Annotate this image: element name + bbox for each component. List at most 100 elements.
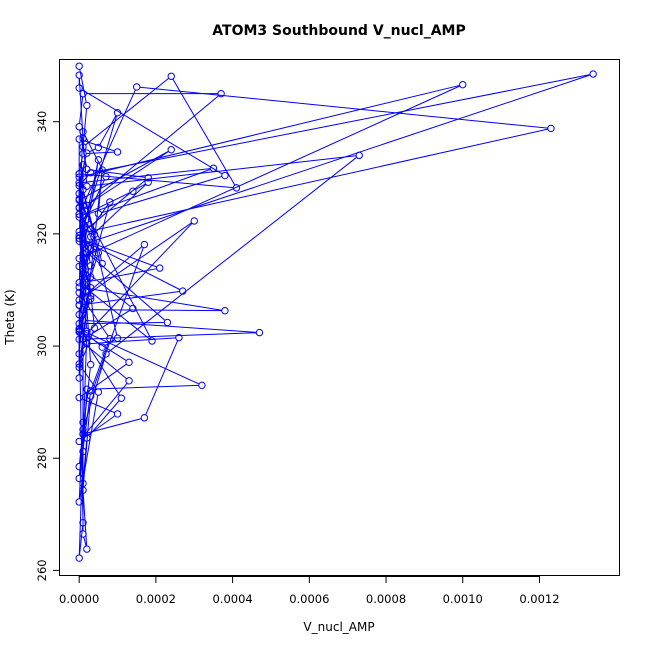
series-line-segment (79, 330, 94, 365)
series-line-segment (93, 74, 591, 173)
data-point (75, 173, 83, 181)
series-line-segment (84, 249, 94, 267)
data-point (75, 554, 83, 562)
data-point (175, 333, 183, 342)
series-line-segment (82, 367, 91, 431)
data-point (86, 232, 95, 241)
data-point (86, 273, 95, 281)
series-line-segment (85, 309, 131, 339)
data-point (75, 203, 83, 212)
data-point (232, 184, 241, 192)
data-point (167, 146, 175, 154)
data-point (79, 149, 87, 158)
series-line-segment (79, 454, 83, 464)
series-line-segment (85, 168, 211, 216)
data-point (79, 128, 87, 136)
data-point (86, 292, 95, 300)
data-point (94, 209, 103, 218)
series-line-segment (79, 432, 84, 464)
chart-title: ATOM3 Southbound V_nucl_AMP (212, 23, 465, 39)
data-point (75, 179, 83, 187)
data-point (75, 254, 83, 263)
data-point (94, 388, 103, 396)
data-point (113, 410, 122, 418)
x-tick-label: 0.0000 (59, 592, 99, 606)
series-line-segment (79, 156, 83, 171)
series-line-segment (82, 228, 95, 325)
data-point (221, 307, 229, 315)
data-point (79, 221, 87, 229)
data-point (144, 174, 152, 182)
data-point (75, 363, 83, 372)
series-line-segment (88, 335, 101, 346)
data-point (79, 202, 87, 210)
series-line-segment (82, 84, 460, 177)
data-point (98, 166, 106, 174)
x-axis-label: V_nucl_AMP (303, 620, 374, 634)
data-point (547, 124, 555, 133)
y-tick-label: 280 (35, 447, 49, 469)
data-point (113, 334, 122, 342)
series-line-segment (91, 255, 98, 275)
data-point (83, 339, 91, 347)
x-tick-label: 0.0002 (136, 592, 176, 606)
data-point (140, 414, 149, 422)
data-point (86, 225, 95, 233)
data-point (83, 330, 91, 338)
data-point (75, 310, 83, 319)
data-point (94, 156, 103, 164)
series-line-segment (83, 356, 106, 427)
x-axis: 0.0000 0.0002 0.0004 0.0006 0.0008 0.0010 0.00… (59, 576, 560, 606)
data-point (79, 270, 87, 278)
series-line-segment (81, 246, 143, 299)
data-point (86, 295, 95, 303)
data-point (75, 498, 83, 506)
data-point (102, 172, 110, 181)
data-point (75, 234, 83, 243)
data-point (79, 447, 87, 456)
data-point (98, 259, 106, 268)
series-line-segment (86, 151, 115, 155)
data-point (75, 123, 83, 131)
series-line-segment (80, 295, 109, 337)
x-tick-label: 0.0010 (443, 592, 483, 606)
series-line-segment (108, 156, 357, 353)
data-point (156, 264, 164, 272)
data-point (90, 230, 99, 239)
series-line-segment (81, 398, 115, 414)
series-line-segment (88, 345, 121, 396)
data-point (113, 109, 122, 117)
data-point (79, 530, 87, 538)
data-point (79, 89, 87, 98)
data-point (75, 62, 83, 70)
data-point (75, 181, 83, 190)
data-point (79, 278, 87, 287)
y-tick-label: 340 (35, 111, 49, 133)
x-tick-label: 0.0004 (212, 592, 252, 606)
data-point (255, 328, 264, 337)
series-line-segment (81, 363, 127, 397)
series-line-segment (82, 173, 234, 189)
data-point (90, 243, 99, 251)
y-axis-label: Theta (K) (3, 289, 17, 345)
data-point (90, 324, 99, 332)
series-line-segment (81, 222, 192, 299)
data-point (79, 519, 87, 527)
series-line-segment (81, 85, 461, 258)
data-point (79, 425, 87, 434)
data-point (75, 325, 83, 333)
data-point (198, 381, 206, 390)
data-point (125, 377, 133, 385)
series-line-segment (88, 254, 166, 321)
data-point (94, 249, 103, 257)
series-line-segment (88, 95, 219, 204)
x-tick-label: 0.0012 (519, 592, 559, 606)
data-point (79, 418, 87, 427)
series-line-segment (145, 340, 179, 416)
data-point (75, 335, 83, 344)
data-point (75, 84, 83, 92)
data-point (163, 318, 172, 327)
series-line-segment (88, 222, 193, 332)
data-point (221, 171, 229, 180)
